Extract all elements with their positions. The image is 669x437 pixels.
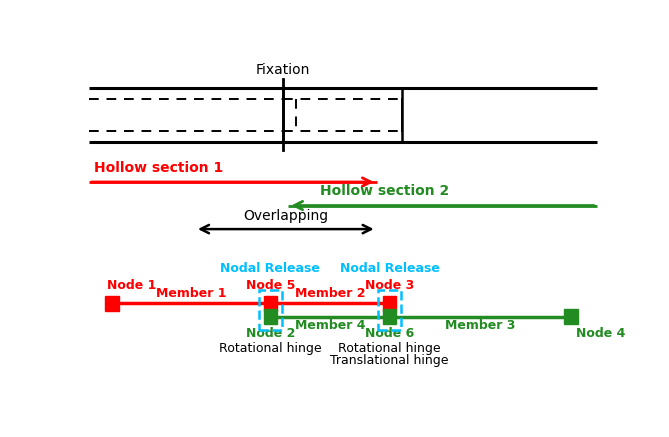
Bar <box>264 309 277 324</box>
Text: Overlapping: Overlapping <box>244 209 328 223</box>
Bar <box>378 290 401 330</box>
Text: Rotational hinge: Rotational hinge <box>219 342 322 355</box>
Bar <box>259 290 282 330</box>
Text: Member 2: Member 2 <box>294 288 365 300</box>
Text: Member 1: Member 1 <box>156 288 227 300</box>
Bar <box>564 309 578 324</box>
Bar <box>383 309 396 324</box>
Text: Translational hinge: Translational hinge <box>330 354 449 367</box>
Bar <box>106 296 119 311</box>
Text: Nodal Release: Nodal Release <box>220 261 320 274</box>
Text: Hollow section 1: Hollow section 1 <box>94 160 223 175</box>
Bar <box>383 296 396 311</box>
Text: Hollow section 2: Hollow section 2 <box>320 184 449 198</box>
Bar <box>264 296 277 311</box>
Text: Rotational hinge: Rotational hinge <box>339 342 441 355</box>
Text: Node 1: Node 1 <box>107 279 157 292</box>
Text: Member 4: Member 4 <box>294 319 365 332</box>
Text: Node 5: Node 5 <box>246 279 295 292</box>
Text: Node 3: Node 3 <box>365 279 414 292</box>
Text: Node 6: Node 6 <box>365 327 414 340</box>
Text: Node 2: Node 2 <box>246 327 295 340</box>
Text: Fixation: Fixation <box>256 63 310 77</box>
Text: Node 4: Node 4 <box>576 327 626 340</box>
Text: Member 3: Member 3 <box>445 319 515 332</box>
Text: Nodal Release: Nodal Release <box>340 261 440 274</box>
